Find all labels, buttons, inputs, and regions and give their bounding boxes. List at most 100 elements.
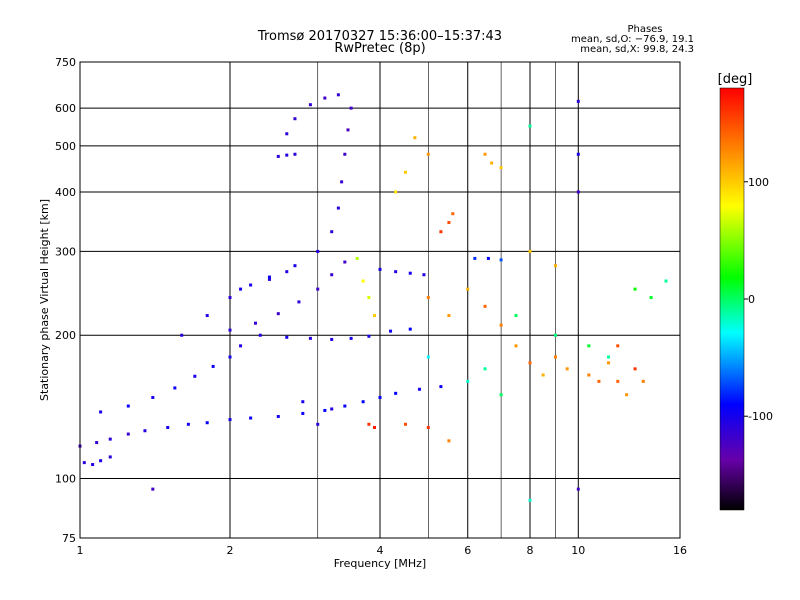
data-point (297, 300, 301, 304)
data-point (308, 103, 312, 107)
data-point (576, 152, 580, 156)
plot-grid (80, 62, 680, 538)
x-tick-label: 2 (227, 544, 234, 557)
data-point (473, 256, 477, 260)
colorbar-ticks: 100 0 -100 (744, 176, 773, 423)
data-point (367, 296, 371, 300)
data-point (151, 395, 155, 399)
data-point (228, 355, 232, 359)
data-point (267, 275, 271, 279)
y-tick-label: 400 (55, 186, 76, 199)
data-point (285, 132, 289, 136)
x-tick-label: 1 (77, 544, 84, 557)
data-point (378, 267, 382, 271)
data-point (355, 256, 359, 260)
data-point (340, 180, 344, 184)
stats-line-x: mean, sd,X: 99.8, 24.3 (580, 44, 694, 55)
data-point (514, 344, 518, 348)
data-point (99, 459, 103, 463)
data-point (616, 344, 620, 348)
data-point (228, 328, 232, 332)
data-point (483, 367, 487, 371)
data-point (378, 395, 382, 399)
data-point (336, 93, 340, 97)
data-point (587, 373, 591, 377)
data-point (439, 385, 443, 389)
data-point (466, 379, 470, 383)
data-point (301, 400, 305, 404)
data-point (108, 455, 112, 459)
x-tick-label: 8 (527, 544, 534, 557)
colorbar-tick-label: -100 (748, 410, 773, 423)
data-point (426, 425, 430, 429)
stats-line-o: mean, sd,O: −76.9, 19.1 (571, 34, 694, 45)
data-point (343, 260, 347, 264)
data-point (486, 256, 490, 260)
data-point (151, 487, 155, 491)
data-point (394, 270, 398, 274)
data-point (597, 379, 601, 383)
data-point (186, 422, 190, 426)
data-point (394, 190, 398, 194)
data-point (616, 379, 620, 383)
data-point (490, 161, 494, 165)
data-point (664, 279, 668, 283)
data-point (228, 418, 232, 422)
data-point (126, 404, 130, 408)
data-point (228, 296, 232, 300)
data-point (316, 249, 320, 253)
data-point (143, 429, 147, 433)
chart-subtitle: RwPretec (8p) (334, 41, 425, 56)
data-point (625, 393, 629, 397)
data-point (373, 425, 377, 429)
data-point (308, 336, 312, 340)
data-point (633, 367, 637, 371)
data-point (205, 314, 209, 318)
data-point (343, 404, 347, 408)
data-point (426, 152, 430, 156)
data-point (607, 355, 611, 359)
data-point (403, 422, 407, 426)
data-point (91, 463, 95, 467)
data-point (180, 333, 184, 337)
data-point (330, 407, 334, 411)
data-point (323, 408, 327, 412)
data-point (367, 334, 371, 338)
data-point (343, 152, 347, 156)
data-point (426, 296, 430, 300)
data-point (373, 314, 377, 318)
data-point (330, 273, 334, 277)
data-point (576, 487, 580, 491)
data-point (249, 283, 253, 287)
data-point (466, 287, 470, 291)
data-point (276, 154, 280, 158)
data-point (330, 230, 334, 234)
data-point (528, 249, 532, 253)
data-point (451, 212, 455, 216)
data-point (587, 344, 591, 348)
data-point (422, 273, 426, 277)
data-point (483, 152, 487, 156)
data-point (553, 264, 557, 268)
data-point (95, 441, 99, 445)
data-point (426, 355, 430, 359)
chart-title: Tromsø 20170327 15:36:00–15:37:43 (257, 29, 502, 44)
data-point (553, 355, 557, 359)
data-point (166, 425, 170, 429)
data-point (499, 323, 503, 327)
data-point (293, 152, 297, 156)
data-point (607, 361, 611, 365)
data-points (78, 93, 668, 502)
x-axis-label: Frequency [MHz] (334, 557, 426, 570)
colorbar-unit: [deg] (718, 72, 753, 87)
data-point (330, 337, 334, 341)
data-point (173, 386, 177, 390)
data-point (301, 411, 305, 415)
data-point (447, 221, 451, 225)
data-point (293, 117, 297, 121)
data-point (205, 421, 209, 425)
y-tick-label: 600 (55, 102, 76, 115)
data-point (514, 314, 518, 318)
y-tick-label: 750 (55, 56, 76, 69)
